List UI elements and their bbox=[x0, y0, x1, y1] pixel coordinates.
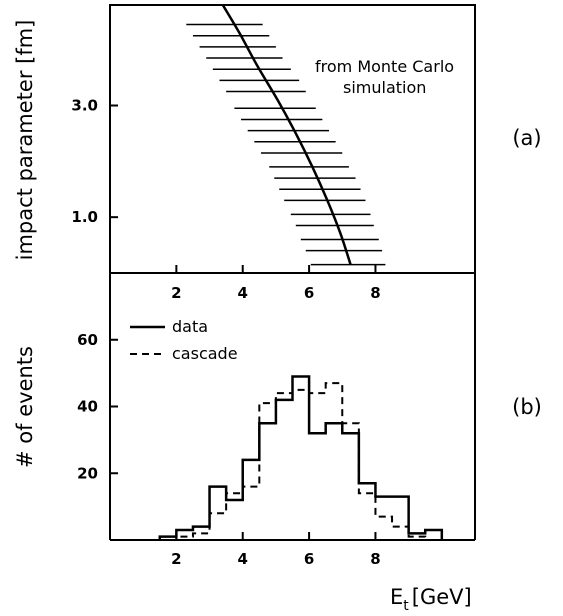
monte-carlo-curve bbox=[221, 4, 352, 266]
panel-b-y-axis-label: # of events bbox=[13, 346, 37, 468]
legend-label-cascade: cascade bbox=[172, 344, 238, 363]
panel-b-x-tick-label: 6 bbox=[304, 550, 314, 568]
panel-a-y-axis-label: impact parameter [fm] bbox=[13, 20, 37, 261]
panel-b-y-ticks: 20 40 60 bbox=[77, 331, 118, 482]
x-axis-label-unit: [GeV] bbox=[412, 585, 472, 609]
panel-a-frame bbox=[109, 4, 476, 274]
panel-a-y-tick-label: 1.0 bbox=[71, 208, 98, 226]
x-axis-label: Et [GeV] bbox=[390, 585, 472, 614]
panel-a-y-tick-label: 3.0 bbox=[71, 97, 98, 115]
panel-b-y-tick-label: 60 bbox=[77, 331, 98, 349]
legend: data cascade bbox=[130, 317, 238, 363]
panel-b-x-tick-label: 8 bbox=[370, 550, 380, 568]
histogram-cascade bbox=[159, 382, 442, 541]
panel-a-y-ticks: 1.0 3.0 bbox=[71, 97, 118, 226]
panel-a: 1.0 3.0 from Monte Carlo simulation impac… bbox=[13, 4, 542, 274]
annotation-line-2: simulation bbox=[343, 78, 426, 97]
panel-b-x-tick-label: 2 bbox=[171, 550, 181, 568]
panel-b-y-tick-label: 40 bbox=[77, 398, 98, 416]
annotation-line-1: from Monte Carlo bbox=[315, 57, 454, 76]
panel-b-x-ticks: 2 4 6 8 bbox=[171, 532, 381, 568]
panel-a-label: (a) bbox=[512, 126, 541, 150]
shared-x-tick-label: 4 bbox=[238, 284, 248, 302]
panel-a-error-bars bbox=[186, 23, 386, 266]
x-axis-label-main: E bbox=[390, 585, 403, 609]
panel-b-x-tick-label: 4 bbox=[238, 550, 248, 568]
panel-b: 2 4 6 8 2 4 6 8 20 40 60 data cascade # of event… bbox=[13, 265, 542, 614]
x-axis-label-sub: t bbox=[403, 598, 409, 614]
histogram-data bbox=[158, 375, 444, 540]
shared-x-tick-label: 2 bbox=[171, 284, 181, 302]
panel-b-label: (b) bbox=[512, 395, 542, 419]
panel-a-x-ticks: 2 4 6 8 bbox=[171, 265, 381, 302]
panel-b-y-tick-label: 20 bbox=[77, 464, 98, 482]
legend-label-data: data bbox=[172, 317, 208, 336]
shared-x-tick-label: 8 bbox=[370, 284, 380, 302]
shared-x-tick-label: 6 bbox=[304, 284, 314, 302]
